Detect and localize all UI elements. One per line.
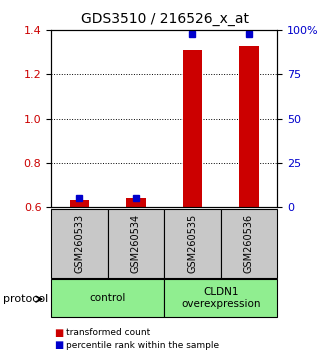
Text: transformed count: transformed count [66, 328, 150, 337]
Text: control: control [89, 293, 126, 303]
Text: GSM260535: GSM260535 [187, 214, 197, 273]
Text: ■: ■ [54, 340, 64, 350]
Bar [239, 46, 259, 207]
Bar [70, 200, 89, 207]
Text: CLDN1
overexpression: CLDN1 overexpression [181, 287, 260, 309]
Text: GSM260536: GSM260536 [244, 214, 254, 273]
Text: ■: ■ [54, 328, 64, 338]
Text: GDS3510 / 216526_x_at: GDS3510 / 216526_x_at [81, 12, 249, 26]
Text: protocol: protocol [3, 294, 49, 304]
Text: percentile rank within the sample: percentile rank within the sample [66, 341, 219, 350]
Text: GSM260534: GSM260534 [131, 214, 141, 273]
Text: GSM260533: GSM260533 [74, 214, 84, 273]
Bar [126, 198, 146, 207]
Bar [182, 50, 202, 207]
